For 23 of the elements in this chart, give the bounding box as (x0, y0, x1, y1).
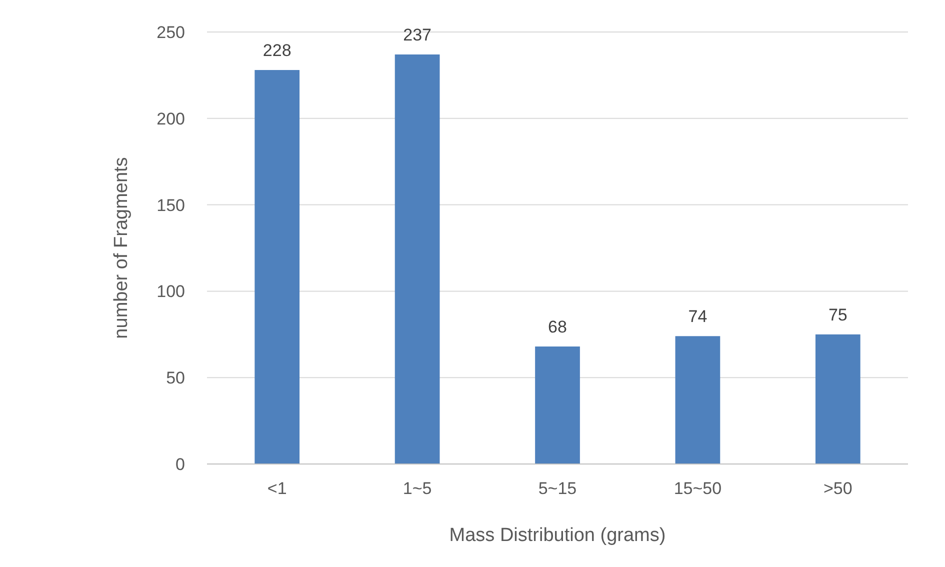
data-label: 74 (688, 307, 708, 326)
bar (675, 336, 720, 464)
x-tick-label: <1 (267, 479, 287, 498)
y-axis-title: number of Fragments (111, 157, 132, 339)
bar (815, 334, 860, 464)
x-tick-label: >50 (823, 479, 852, 498)
y-tick-label: 150 (156, 196, 185, 215)
data-label: 68 (548, 317, 567, 336)
x-tick-label: 15~50 (674, 479, 722, 498)
data-label: 75 (828, 305, 848, 324)
y-tick-label: 0 (176, 454, 185, 474)
bar (254, 70, 300, 464)
y-tick-label: 200 (156, 109, 185, 128)
bar (535, 346, 580, 464)
bar (394, 54, 440, 464)
y-tick-label: 100 (156, 282, 185, 302)
data-label: 237 (403, 25, 432, 44)
y-tick-label: 50 (166, 368, 185, 388)
x-axis-title: Mass Distribution (grams) (449, 525, 666, 546)
x-tick-label: 1~5 (402, 479, 432, 498)
data-label: 228 (262, 41, 292, 60)
y-tick-label: 250 (156, 22, 185, 42)
x-tick-label: 5~15 (538, 479, 577, 498)
